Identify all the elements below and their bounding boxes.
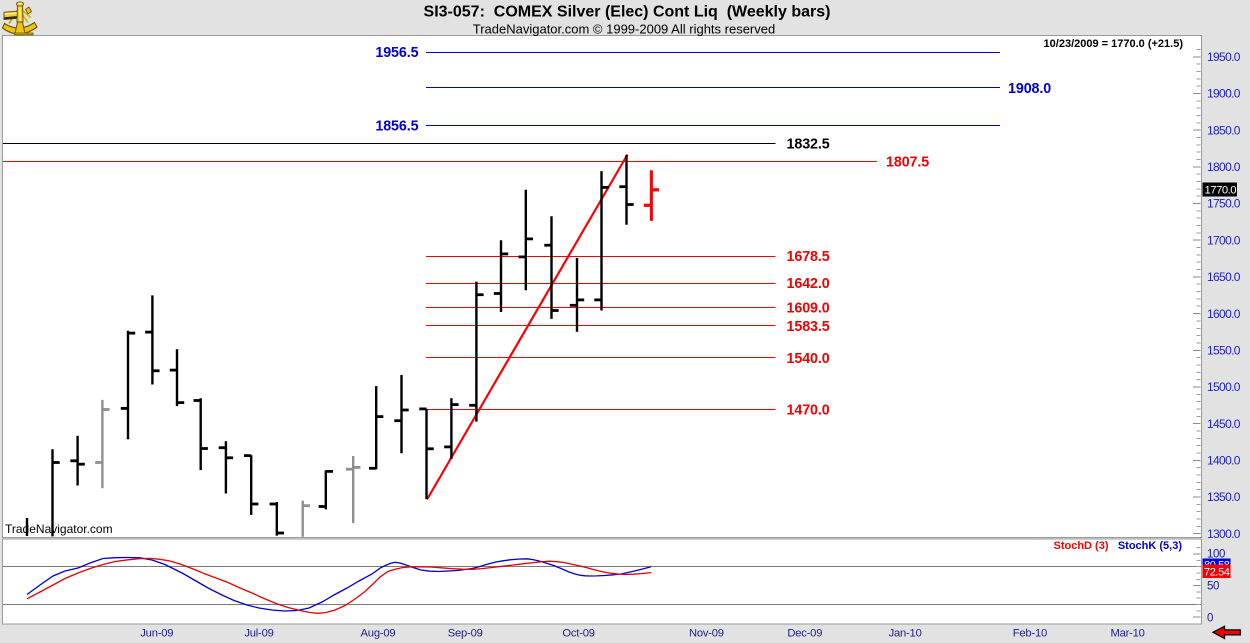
- svg-text:1770.0: 1770.0: [1205, 185, 1237, 197]
- svg-text:1470.0: 1470.0: [787, 402, 830, 418]
- svg-text:1400.0: 1400.0: [1207, 454, 1241, 468]
- svg-text:1583.5: 1583.5: [787, 319, 830, 335]
- svg-text:StochD (3): StochD (3): [1054, 540, 1109, 552]
- svg-text:1600.0: 1600.0: [1207, 307, 1241, 321]
- svg-text:1900.0: 1900.0: [1207, 87, 1241, 101]
- svg-text:Feb-10: Feb-10: [1013, 628, 1047, 640]
- svg-text:1300.0: 1300.0: [1207, 527, 1241, 541]
- svg-text:Dec-09: Dec-09: [787, 628, 822, 640]
- svg-text:Jul-09: Jul-09: [244, 628, 273, 640]
- svg-text:Nov-09: Nov-09: [689, 628, 724, 640]
- svg-text:1832.5: 1832.5: [787, 137, 830, 153]
- svg-text:Sep-09: Sep-09: [448, 628, 483, 640]
- svg-text:1642.0: 1642.0: [787, 276, 830, 292]
- svg-text:Oct-09: Oct-09: [562, 628, 594, 640]
- svg-text:StochK (5,3): StochK (5,3): [1118, 540, 1183, 552]
- svg-text:Jan-10: Jan-10: [889, 628, 922, 640]
- svg-text:1650.0: 1650.0: [1207, 270, 1241, 284]
- svg-text:1956.5: 1956.5: [375, 45, 418, 61]
- svg-text:TradeNavigator.com © 1999-2009: TradeNavigator.com © 1999-2009 All right…: [473, 22, 775, 37]
- svg-text:1450.0: 1450.0: [1207, 417, 1241, 431]
- svg-text:1678.5: 1678.5: [787, 249, 830, 265]
- svg-text:1800.0: 1800.0: [1207, 160, 1241, 174]
- svg-text:1350.0: 1350.0: [1207, 490, 1241, 504]
- svg-text:SI3-057: COMEX Silver (Elec): SI3-057: COMEX Silver (Elec) Cont Liq (W…: [424, 4, 831, 21]
- svg-text:1908.0: 1908.0: [1008, 81, 1051, 97]
- svg-text:TradeNavigator.com: TradeNavigator.com: [5, 522, 113, 536]
- svg-text:72.54: 72.54: [1204, 567, 1230, 579]
- svg-text:1750.0: 1750.0: [1207, 197, 1241, 211]
- svg-text:1540.0: 1540.0: [787, 351, 830, 367]
- svg-text:1950.0: 1950.0: [1207, 50, 1241, 64]
- svg-text:1850.0: 1850.0: [1207, 123, 1241, 137]
- svg-text:100: 100: [1207, 549, 1225, 561]
- svg-text:1700.0: 1700.0: [1207, 233, 1241, 247]
- svg-text:Aug-09: Aug-09: [361, 628, 396, 640]
- svg-text:Mar-10: Mar-10: [1110, 628, 1144, 640]
- svg-text:Jun-09: Jun-09: [140, 628, 173, 640]
- svg-text:1500.0: 1500.0: [1207, 380, 1241, 394]
- svg-text:1856.5: 1856.5: [375, 119, 418, 135]
- svg-text:10/23/2009 = 1770.0 (+21.5): 10/23/2009 = 1770.0 (+21.5): [1044, 38, 1184, 50]
- svg-text:50: 50: [1207, 580, 1219, 592]
- svg-text:1550.0: 1550.0: [1207, 344, 1241, 358]
- svg-text:0: 0: [1207, 612, 1213, 624]
- svg-text:1807.5: 1807.5: [886, 155, 929, 171]
- svg-text:1609.0: 1609.0: [787, 300, 830, 316]
